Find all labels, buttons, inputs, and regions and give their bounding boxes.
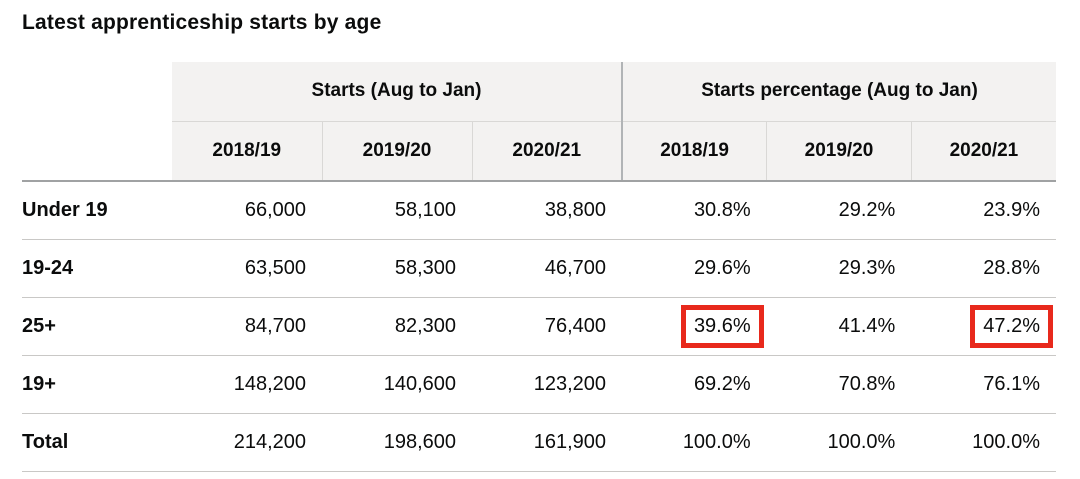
- percentage-cell: 23.9%: [911, 181, 1056, 240]
- row-label: Under 19: [22, 181, 172, 240]
- percentage-cell: 29.2%: [766, 181, 912, 240]
- apprenticeship-starts-table: Starts (Aug to Jan) Starts percentage (A…: [22, 62, 1056, 472]
- row-label: 19+: [22, 355, 172, 414]
- table-row-19-plus: 19+ 148,200 140,600 123,200 69.2% 70.8% …: [22, 355, 1056, 414]
- highlight-box: 47.2%: [970, 304, 1053, 348]
- year-header-starts-2018-19: 2018/19: [172, 121, 322, 182]
- year-header-pct-2018-19: 2018/19: [621, 121, 767, 182]
- table-row-total: Total 214,200 198,600 161,900 100.0% 100…: [22, 413, 1056, 472]
- starts-cell: 58,300: [322, 239, 472, 298]
- starts-cell: 140,600: [322, 355, 472, 414]
- percentage-cell: 100.0%: [766, 413, 912, 472]
- table-row-19-24: 19-24 63,500 58,300 46,700 29.6% 29.3% 2…: [22, 239, 1056, 298]
- year-header-starts-2019-20: 2019/20: [321, 121, 472, 182]
- starts-cell: 214,200: [172, 413, 322, 472]
- starts-cell: 66,000: [172, 181, 322, 240]
- percentage-cell: 29.3%: [766, 239, 912, 298]
- starts-cell: 82,300: [322, 297, 472, 356]
- starts-cell: 46,700: [472, 239, 622, 298]
- column-group-starts-percentage: Starts percentage (Aug to Jan): [621, 62, 1056, 122]
- corner-cell: [22, 62, 172, 121]
- year-header-pct-2019-20: 2019/20: [766, 121, 912, 182]
- highlighted-percentage-cell: 47.2%: [911, 297, 1056, 356]
- column-group-starts: Starts (Aug to Jan): [172, 62, 622, 122]
- table-row-25-plus: 25+ 84,700 82,300 76,400 39.6% 41.4% 47.…: [22, 297, 1056, 356]
- starts-cell: 38,800: [472, 181, 622, 240]
- row-label: 25+: [22, 297, 172, 356]
- corner-cell: [22, 121, 172, 182]
- percentage-cell: 69.2%: [622, 355, 767, 414]
- year-header-pct-2020-21: 2020/21: [910, 121, 1056, 182]
- percentage-cell: 100.0%: [622, 413, 767, 472]
- page-title: Latest apprenticeship starts by age: [22, 11, 382, 34]
- percentage-cell: 76.1%: [911, 355, 1056, 414]
- percentage-cell: 41.4%: [766, 297, 912, 356]
- table-header: Starts (Aug to Jan) Starts percentage (A…: [22, 62, 1056, 182]
- percentage-cell: 70.8%: [766, 355, 912, 414]
- starts-cell: 76,400: [472, 297, 622, 356]
- starts-cell: 123,200: [472, 355, 622, 414]
- percentage-cell: 100.0%: [911, 413, 1056, 472]
- highlight-box: 39.6%: [680, 304, 764, 348]
- table-body: Under 19 66,000 58,100 38,800 30.8% 29.2…: [22, 181, 1056, 472]
- starts-cell: 63,500: [172, 239, 322, 298]
- highlighted-percentage-cell: 39.6%: [622, 297, 767, 356]
- row-label: 19-24: [22, 239, 172, 298]
- starts-cell: 84,700: [172, 297, 322, 356]
- percentage-cell: 28.8%: [911, 239, 1056, 298]
- starts-cell: 58,100: [322, 181, 472, 240]
- year-header-starts-2020-21: 2020/21: [471, 121, 622, 182]
- percentage-cell: 29.6%: [622, 239, 767, 298]
- starts-cell: 161,900: [472, 413, 622, 472]
- table-row-under-19: Under 19 66,000 58,100 38,800 30.8% 29.2…: [22, 181, 1056, 240]
- starts-cell: 198,600: [322, 413, 472, 472]
- year-header-row: 2018/19 2019/20 2020/21 2018/19 2019/20 …: [22, 121, 1056, 182]
- row-label: Total: [22, 413, 172, 472]
- column-group-row: Starts (Aug to Jan) Starts percentage (A…: [22, 62, 1056, 122]
- starts-cell: 148,200: [172, 355, 322, 414]
- percentage-cell: 30.8%: [622, 181, 767, 240]
